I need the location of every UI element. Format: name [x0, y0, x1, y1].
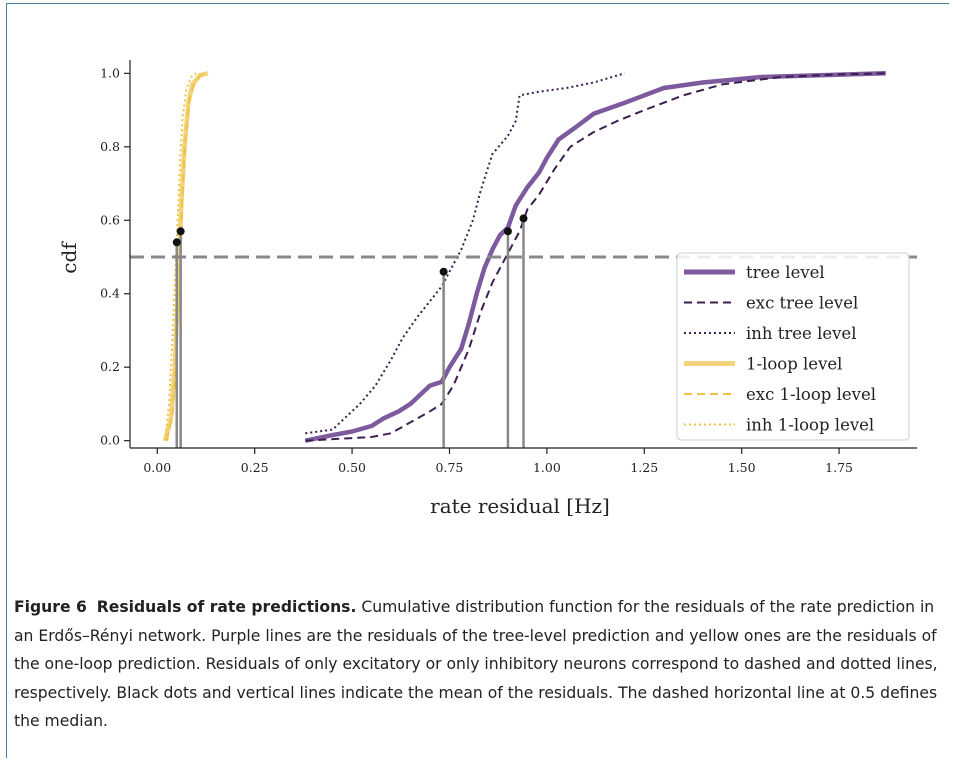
x-axis-label: rate residual [Hz] [430, 494, 610, 518]
legend-label: exc 1-loop level [746, 385, 876, 404]
y-tick-label: 0.0 [100, 433, 120, 448]
x-tick-label: 1.75 [825, 460, 853, 475]
figure-title: Residuals of rate predictions. [96, 598, 357, 616]
mean-dot [503, 227, 512, 236]
mean-dot [519, 214, 528, 223]
axes-layer: 0.00 0.25 0.50 0.75 1.00 1.25 1.50 1.75 0.0 0.2 0.… [100, 60, 917, 475]
figure-caption: Figure 6 Residuals of rate predictions. … [14, 593, 944, 736]
y-tick-label: 0.4 [100, 286, 120, 301]
legend-label: 1-loop level [746, 355, 842, 374]
y-tick-label: 0.8 [100, 139, 120, 154]
mean-dot [176, 227, 185, 236]
x-tick-label: 1.50 [728, 460, 756, 475]
series-line-inh-1-loop-level [164, 72, 197, 441]
legend-label: tree level [746, 263, 825, 282]
x-tick-label: 0.75 [436, 460, 464, 475]
x-tick-label: 0.50 [338, 460, 366, 475]
x-tick-label: 1.25 [630, 460, 658, 475]
legend-label: exc tree level [746, 294, 858, 313]
x-tick-label: 1.00 [533, 460, 561, 475]
legend-label: inh 1-loop level [746, 416, 874, 435]
y-tick-label: 0.6 [100, 212, 120, 227]
mean-dot [439, 267, 448, 276]
x-tick-label: 0.25 [241, 460, 269, 475]
legend: tree level exc tree level inh tree level 1-… [676, 252, 910, 441]
y-tick-label: 0.2 [100, 359, 120, 374]
legend-box [676, 252, 910, 441]
cdf-chart: 0.00 0.25 0.50 0.75 1.00 1.25 1.50 1.75 0.0 0.2 0.… [57, 60, 917, 518]
series-line-exc-tree-level [305, 72, 886, 442]
series-line-exc-1-loop-level [166, 72, 209, 441]
series-layer [162, 71, 886, 443]
y-axis-label: cdf [57, 241, 81, 274]
y-tick-label: 1.0 [100, 65, 120, 80]
series-line-tree-level [304, 71, 886, 443]
legend-label: inh tree level [746, 324, 856, 343]
mean-dot [172, 238, 181, 247]
x-tick-label: 0.00 [143, 460, 171, 475]
caption-text: Cumulative distribution function for the… [14, 598, 938, 730]
figure-frame [6, 3, 949, 758]
figure-label: Figure 6 [14, 598, 87, 616]
